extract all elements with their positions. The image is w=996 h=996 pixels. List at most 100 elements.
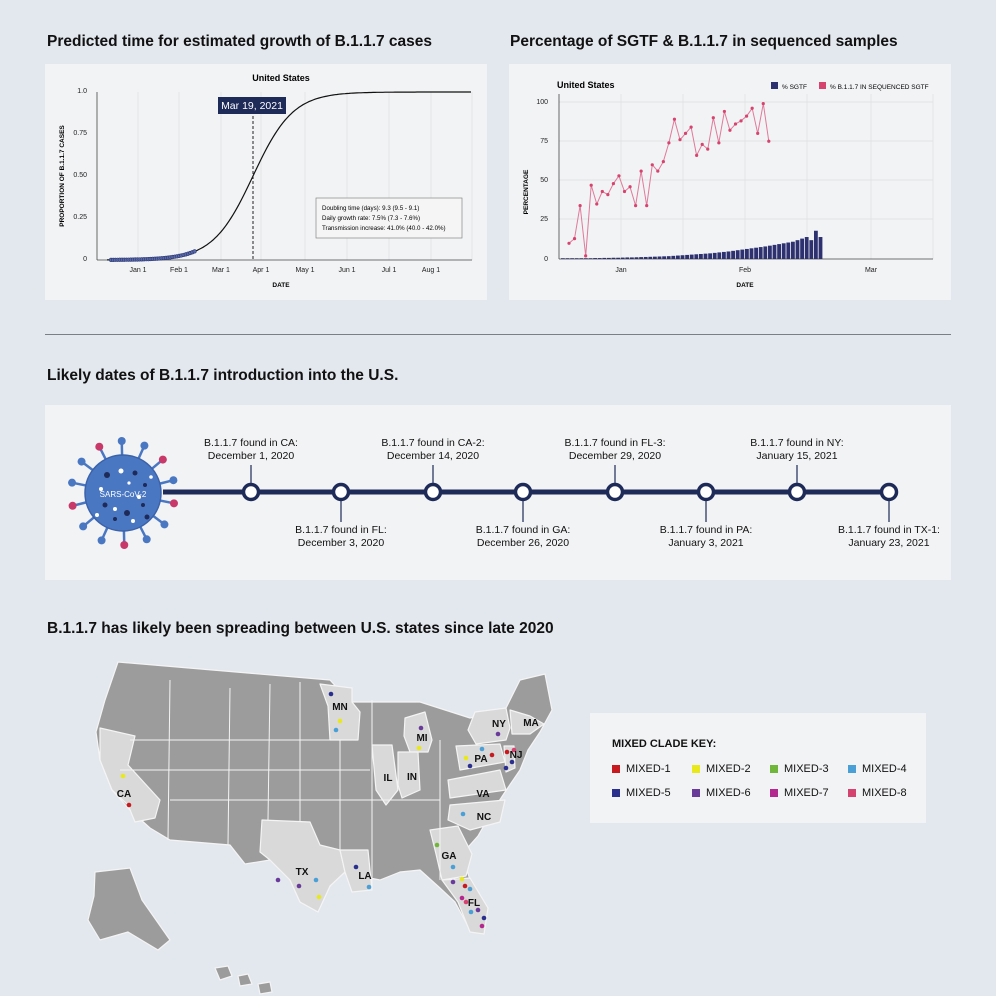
clade-dot xyxy=(489,752,495,758)
state-label: NY xyxy=(492,719,506,730)
sgtf-bar xyxy=(804,237,809,259)
key-swatch xyxy=(770,789,778,797)
b117-point xyxy=(767,139,771,143)
growth-chart-panel: United States 1.0 0.75 0.50 0.25 0 Jan 1… xyxy=(45,64,487,300)
timeline-event-label: B.1.1.7 found in FL-3: xyxy=(565,437,666,449)
dates-heading: Likely dates of B.1.1.7 introduction int… xyxy=(47,367,399,384)
sgtf-ytick: 25 xyxy=(540,216,548,223)
clade-dot xyxy=(479,746,485,752)
sgtf-bar-series xyxy=(561,230,823,259)
state-borders xyxy=(120,679,441,890)
b117-point xyxy=(717,141,721,145)
sgtf-bar xyxy=(561,258,565,259)
sgtf-xtick: Mar xyxy=(865,267,878,274)
timeline: SARS-CoV-2 B.1.1.7 found in CA:December … xyxy=(68,437,940,549)
key-item: MIXED-5 xyxy=(612,787,671,799)
timeline-event-date: December 1, 2020 xyxy=(208,450,295,462)
sgtf-bar xyxy=(722,251,726,259)
sgtf-bar xyxy=(666,256,671,259)
b117-point xyxy=(745,114,749,118)
virus-spike xyxy=(158,455,167,464)
state-la xyxy=(339,849,373,893)
clade-dot xyxy=(418,725,424,731)
virus-spike xyxy=(160,520,169,529)
virus-spike xyxy=(142,535,151,544)
sgtf-bar xyxy=(639,257,643,259)
state-labels: CA MN MI IL IN NY MA PA NJ VA NC GA TX LA FL xyxy=(117,702,539,909)
growth-xtick: Apr 1 xyxy=(253,267,270,274)
timeline-node xyxy=(605,482,625,502)
timeline-event-date: January 3, 2021 xyxy=(668,537,743,549)
sgtf-bar xyxy=(671,255,676,259)
state-mi xyxy=(403,711,433,753)
key-label: MIXED-6 xyxy=(706,787,751,799)
clade-dot xyxy=(503,765,509,771)
sgtf-ytick: 75 xyxy=(540,138,548,145)
b117-point xyxy=(672,117,677,121)
timeline-node xyxy=(331,482,351,502)
b117-point xyxy=(645,204,649,208)
growth-ytick: 1.0 xyxy=(77,88,87,95)
sgtf-chart: United States % SGTF % B.1.1.7 IN SEQUEN… xyxy=(523,80,934,289)
sgtf-xtick: Feb xyxy=(739,267,751,274)
sgtf-bar xyxy=(712,252,717,259)
b117-point xyxy=(589,183,593,187)
sgtf-bar xyxy=(731,250,735,259)
sgtf-bar xyxy=(565,258,570,259)
key-label: MIXED-5 xyxy=(626,787,671,799)
sgtf-bar xyxy=(584,258,588,259)
timeline-event-label: B.1.1.7 found in CA: xyxy=(204,437,298,449)
growth-ytick: 0 xyxy=(83,256,87,263)
virus-spike xyxy=(77,457,86,466)
key-swatch xyxy=(612,765,620,773)
clade-dot xyxy=(328,691,334,697)
sgtf-grid xyxy=(559,94,934,259)
timeline-event-date: December 29, 2020 xyxy=(569,450,661,462)
state-label: MI xyxy=(416,733,427,744)
key-label: MIXED-1 xyxy=(626,763,671,775)
sgtf-bar xyxy=(620,257,625,259)
b117-point xyxy=(739,119,743,123)
state-ma xyxy=(509,709,545,735)
key-title: MIXED CLADE KEY: xyxy=(612,738,717,750)
growth-xtick: Mar 1 xyxy=(212,267,230,274)
virus-spike xyxy=(169,476,178,485)
key-item: MIXED-2 xyxy=(692,763,751,775)
b117-point xyxy=(661,160,665,164)
virus-spike xyxy=(140,441,149,450)
b117-point xyxy=(711,116,715,120)
sgtf-bar xyxy=(708,253,712,259)
sgtf-bar xyxy=(625,257,630,259)
virus-icon: SARS-CoV-2 xyxy=(68,437,178,549)
timeline-node xyxy=(787,482,807,502)
key-item: MIXED-8 xyxy=(848,787,907,799)
key-item: MIXED-4 xyxy=(848,763,907,775)
state-label: CA xyxy=(117,789,131,800)
growth-xtick: Feb 1 xyxy=(170,267,188,274)
virus-spike xyxy=(79,522,88,531)
clade-dot xyxy=(467,763,473,769)
sgtf-ytick: 100 xyxy=(536,99,548,106)
timeline-events: B.1.1.7 found in CA:December 1, 2020 B.1.… xyxy=(204,437,940,549)
clade-dots xyxy=(120,691,517,929)
sgtf-bar xyxy=(735,250,740,259)
growth-chart: United States 1.0 0.75 0.50 0.25 0 Jan 1… xyxy=(59,73,473,289)
sgtf-bar xyxy=(597,258,602,259)
virus-spike xyxy=(68,478,77,487)
virus-spike xyxy=(97,536,106,545)
sgtf-bar xyxy=(570,258,574,259)
clade-dot xyxy=(467,886,473,892)
b117-point xyxy=(656,169,660,173)
b117-point xyxy=(622,189,627,194)
b117-point xyxy=(750,106,754,110)
clade-dot xyxy=(504,749,510,755)
growth-xtick: Jan 1 xyxy=(129,267,146,274)
timeline-event-date: January 15, 2021 xyxy=(756,450,837,462)
sgtf-heading: Percentage of SGTF & B.1.1.7 in sequence… xyxy=(510,33,898,50)
key-item: MIXED-7 xyxy=(770,787,829,799)
key-item: MIXED-3 xyxy=(770,763,829,775)
state-region xyxy=(237,973,253,987)
sgtf-bar xyxy=(643,256,648,259)
sgtf-bar xyxy=(588,258,593,259)
sgtf-bar xyxy=(809,240,814,259)
